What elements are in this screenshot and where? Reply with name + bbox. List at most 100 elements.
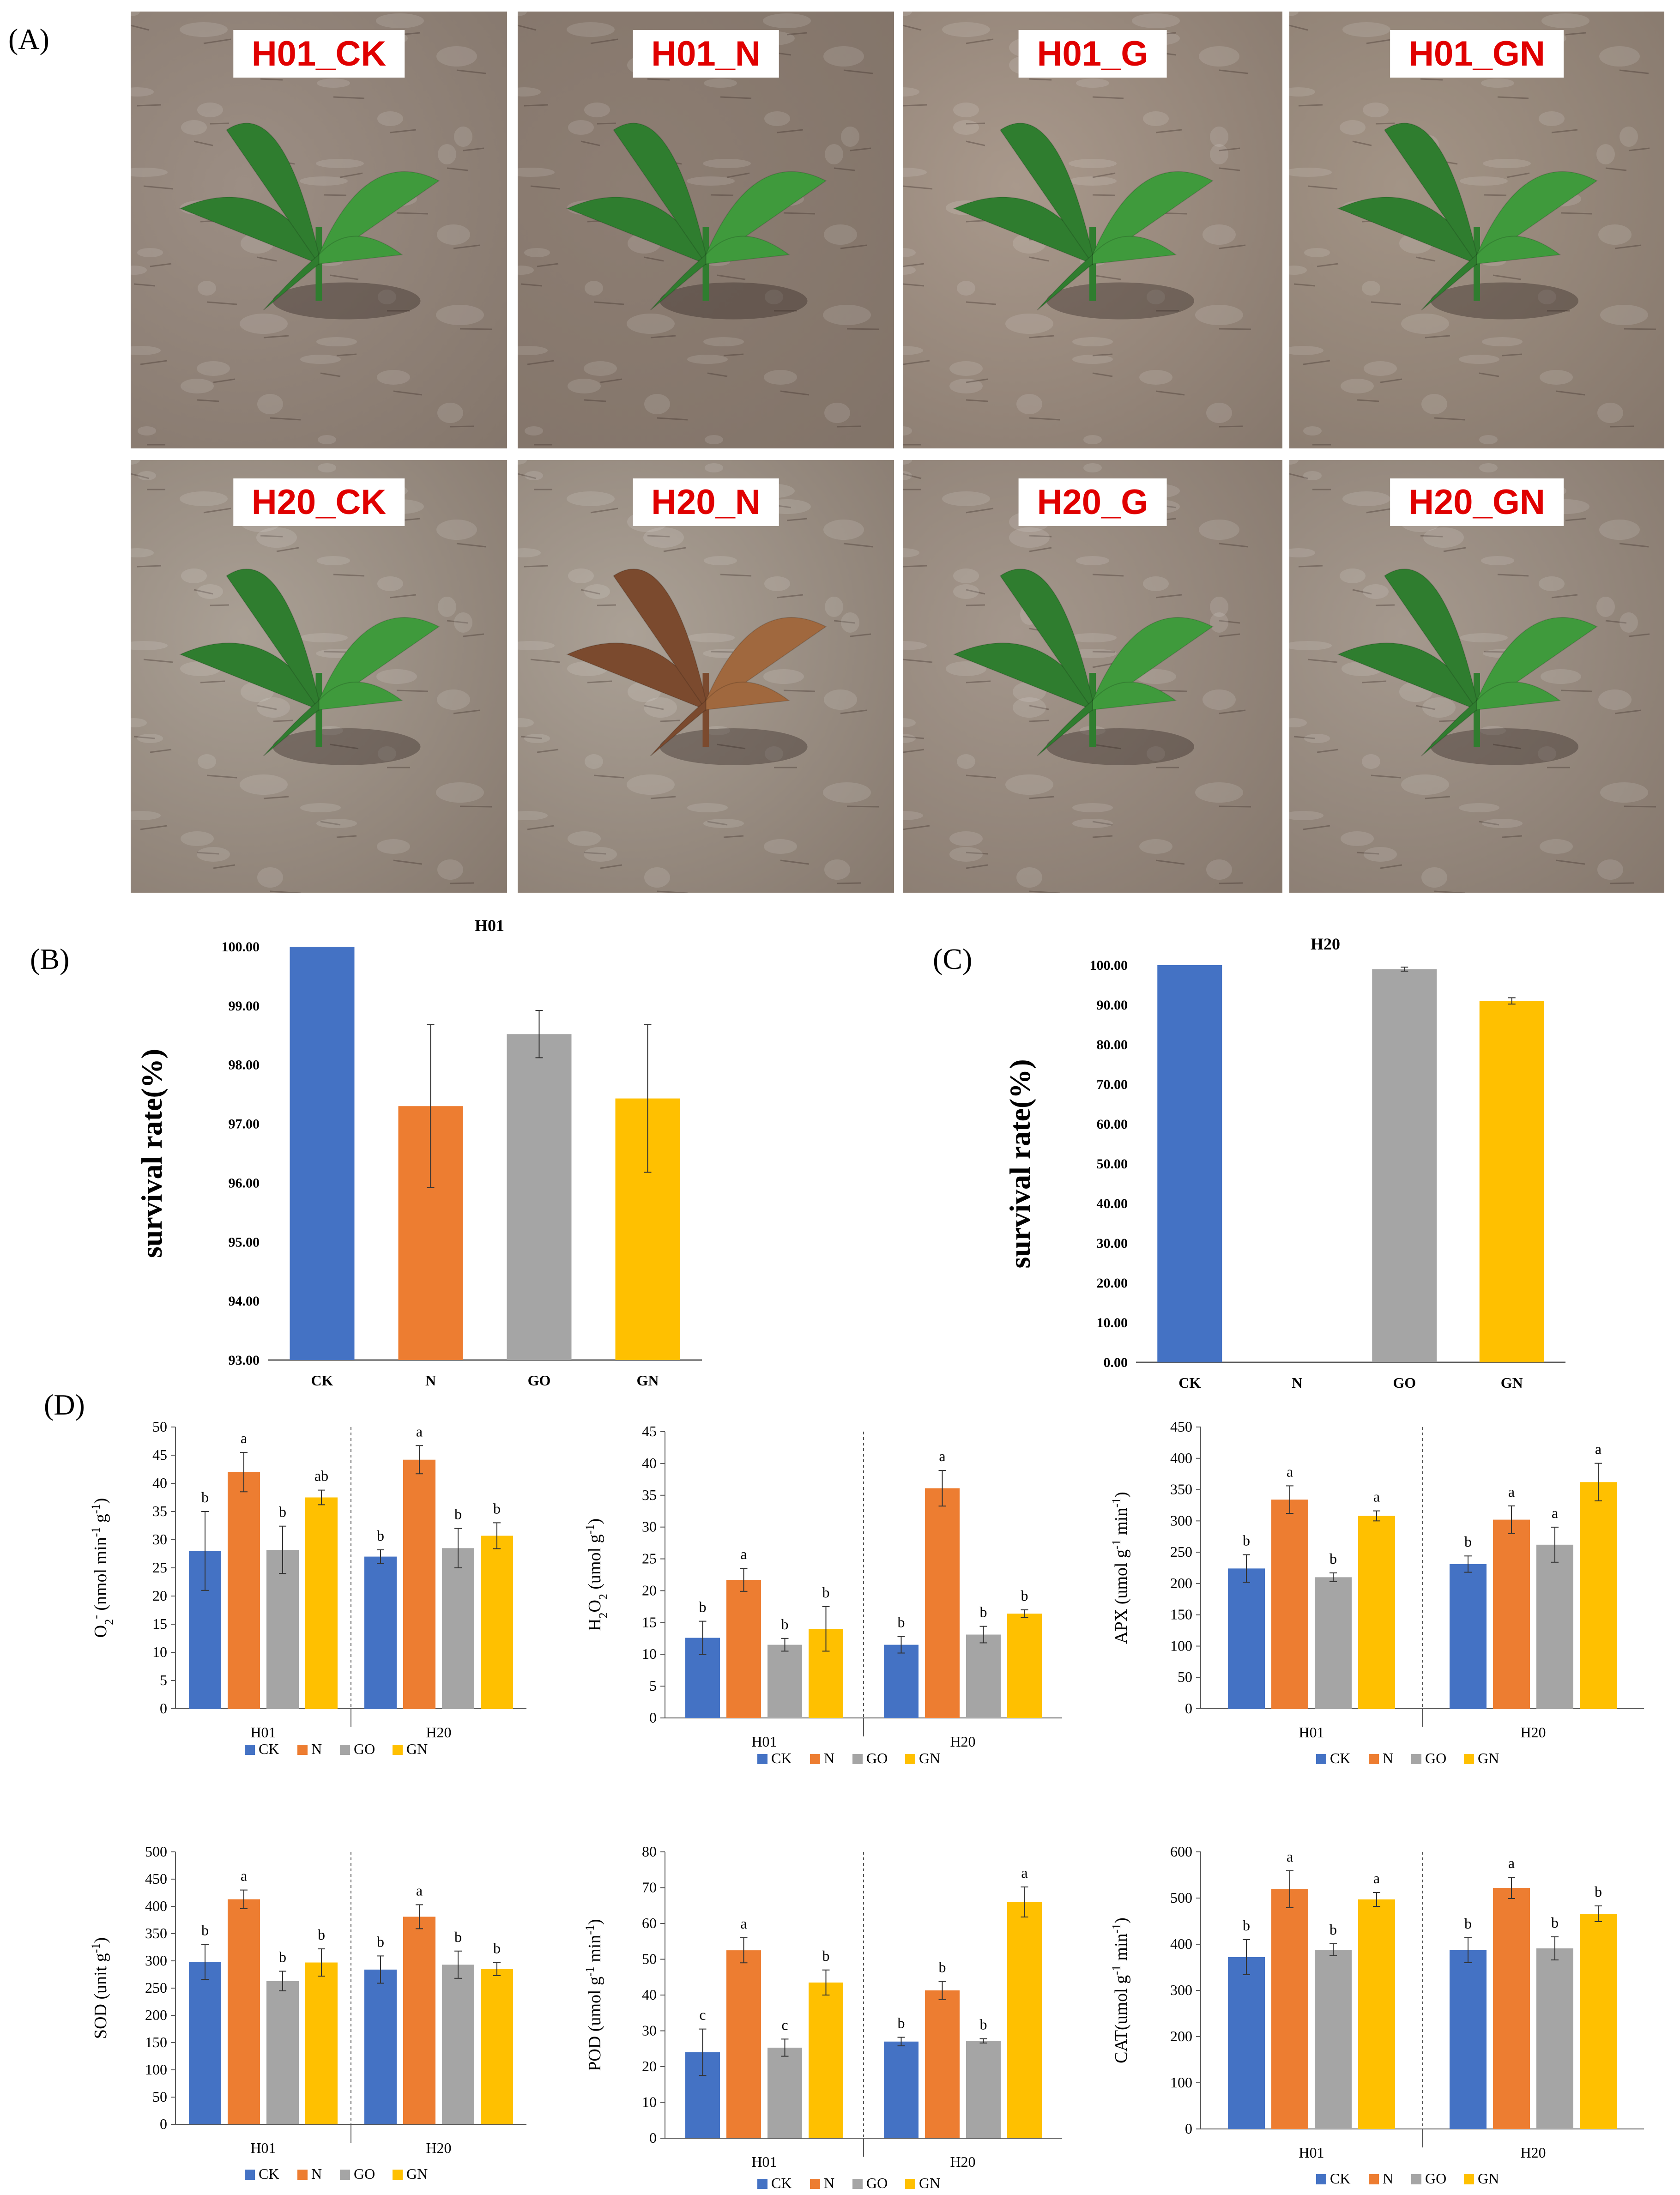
soil-clod [1401,314,1449,334]
soil-clod [568,831,601,846]
y-tick-label: 350 [1170,1481,1192,1498]
bar-gn [481,1536,513,1709]
soil-clod [240,774,288,795]
soil-clod [949,361,983,376]
soil-clod [1303,426,1322,435]
soil-crack [333,574,365,577]
y-tick-label: 50 [152,1418,167,1435]
y-tick-label: 0 [649,1709,657,1726]
y-tick-label: 45 [152,1446,167,1463]
significance-letter: b [1329,1550,1337,1567]
soil-crack [459,805,492,808]
soil-crack [1293,736,1316,739]
soil-clod [436,46,477,67]
soil-clod [1289,548,1315,557]
soil-crack [600,864,622,869]
soil-clod [181,120,207,135]
soil-crack [1614,244,1642,249]
soil-crack [966,140,985,146]
soil-crack [1565,518,1586,521]
soil-crack [1502,353,1523,357]
soil-clod [903,168,927,177]
legend-label: N [311,2165,322,2182]
soil-clod [518,168,555,177]
legend-label: GN [406,2165,428,2182]
bar-ck [884,2041,919,2138]
significance-letter: a [1287,1463,1293,1480]
y-axis-label-text: SOD (unit g-1) [89,1937,111,2039]
soil-crack [903,263,925,267]
soil-crack [786,518,808,521]
soil-crack [537,263,559,267]
soil-crack [1556,390,1585,396]
soil-crack [1219,543,1249,548]
y-tick-label: 94.00 [229,1294,260,1309]
soil-crack [1219,244,1246,249]
bar-n [925,1990,960,2138]
x-group-label: H01 [250,2140,276,2156]
soil-crack [213,864,236,869]
significance-letter: b [781,1616,789,1633]
soil-crack [527,360,555,365]
soil-clod [1210,127,1228,147]
soil-crack [393,859,423,865]
significance-letter: b [980,1604,987,1621]
soil-crack [1092,353,1113,357]
soil-clod [437,689,470,710]
soil-clod [687,633,735,642]
soil-clod [942,22,990,37]
legend-label: GO [866,1750,888,1766]
soil-crack [1092,662,1116,668]
soil-crack [644,256,664,262]
y-tick-label: 97.00 [229,1117,260,1132]
survival-chart-h20: 0.00 10.00 20.00 30.00 40.00 50.00 60.00 70.00 8… [1003,935,1565,1391]
plant-leaf [953,196,1093,265]
soil-clod [454,127,472,147]
soil-crack [1289,473,1308,479]
soil-crack [1155,859,1185,865]
soil-clod [1199,520,1239,540]
y-tick-label: 400 [1170,1935,1192,1952]
soil-clod [1362,281,1380,296]
soil-clod [1363,103,1389,117]
soil-clod [378,290,396,304]
soil-clod [316,159,364,168]
soil-clod [627,314,675,334]
soil-clod [1210,597,1228,617]
soil-clod [704,556,737,565]
soil-clod [764,111,790,126]
bar-ck [364,1556,397,1709]
soil-clod [1210,144,1228,164]
y-tick-label: 400 [145,1898,167,1914]
plant-leaf [1337,642,1477,711]
soil-clod [703,819,744,828]
bar-go [1536,1544,1573,1709]
soil-clod [1289,460,1299,465]
bar-gn [1007,1614,1042,1718]
soil-crack [903,659,933,663]
soil-crack [393,390,423,396]
soil-clod [1072,355,1113,364]
soil-crack [1425,335,1450,339]
soil-clod [824,224,857,245]
legend-label: CK [771,1750,792,1766]
plant-leaf [226,568,320,712]
x-tick-label: GN [1501,1374,1523,1391]
soil-clod [316,337,357,346]
significance-letter: a [1287,1848,1293,1865]
plant-shadow [272,282,421,320]
soil-crack [263,796,289,799]
plant-leaf [1476,236,1561,265]
soil-crack [966,864,988,869]
soil-clod [1481,556,1514,565]
soil-crack [524,104,549,107]
soil-crack [197,852,219,855]
soil-clod [197,103,223,117]
soil-crack [717,274,746,280]
soil-crack [263,335,289,339]
plant-leaf [566,642,707,711]
soil-clod [377,111,403,126]
soil-crack [1434,417,1465,421]
soil-crack [518,473,537,479]
y-tick-label: 35 [642,1487,657,1503]
